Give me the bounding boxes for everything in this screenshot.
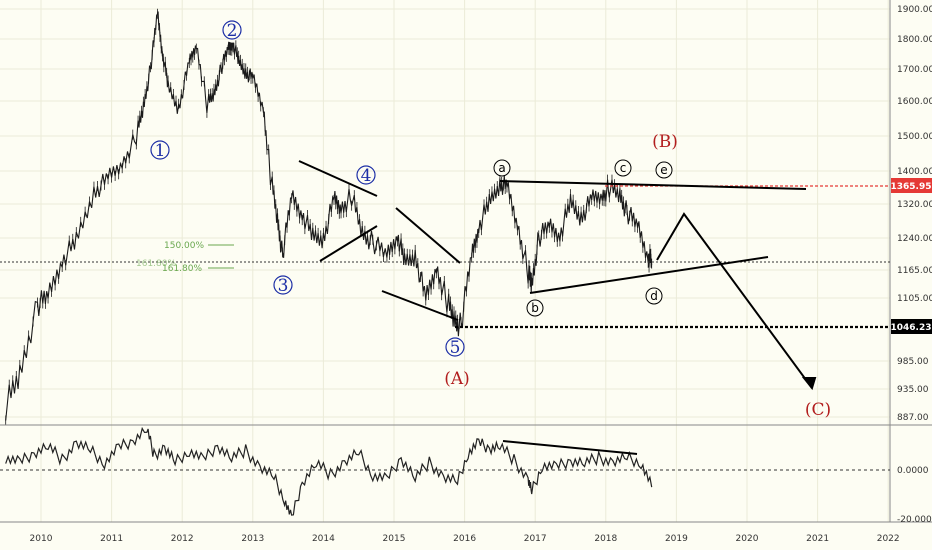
- time-tick-label: 2010: [30, 534, 53, 544]
- subwave-e-label: e: [660, 163, 667, 177]
- subwave-a-circle: [493, 159, 511, 177]
- corrective-wave-labels: (A) (B) (C): [444, 132, 831, 420]
- wave-5-circle: [445, 337, 465, 357]
- fib-label-150: 150.00%: [164, 241, 204, 251]
- time-tick-label: 2013: [241, 534, 264, 544]
- price-tick-label: 1900.00: [897, 5, 932, 15]
- price-tick-label: 1165.00: [897, 266, 932, 276]
- wave-C-label: (C): [805, 400, 831, 420]
- time-axis-ticks: 2010 2011 2012 2013 2014 2015 2016 2017 2018 2019…: [30, 534, 900, 544]
- wave-B-label: (B): [652, 132, 678, 152]
- price-tick-label: 935.00: [897, 385, 929, 395]
- price-tick-label: 1105.00: [897, 294, 932, 304]
- horizontal-gridlines: [0, 8, 890, 418]
- subwave-e-circle: [655, 161, 673, 179]
- wave-1-label: 1: [155, 141, 166, 161]
- wave-A-label: (A): [444, 369, 470, 389]
- price-tick-label: 1700.00: [897, 65, 932, 75]
- projection-arrowhead: [801, 377, 817, 391]
- time-tick-label: 2022: [877, 534, 900, 544]
- subwave-d-label: d: [650, 289, 658, 303]
- triangle-4-lower-line: [319, 225, 378, 262]
- fib-label-161: 161.80%: [162, 264, 202, 274]
- price-axis-ticks: 1900.00 1800.00 1700.00 1600.00 1500.00 1400.…: [897, 5, 932, 423]
- wave-2-circle: [222, 20, 242, 40]
- price-tick-label: 1320.00: [897, 200, 932, 210]
- resistance-price-tag-bg: [891, 178, 932, 193]
- time-tick-label: 2011: [100, 534, 123, 544]
- wave-4-circle: [356, 165, 376, 185]
- fibonacci-markers: 150.00% 161.80% 161.80%: [136, 241, 234, 274]
- price-tick-label: 887.00: [897, 413, 929, 423]
- price-tick-label: 1500.00: [897, 132, 932, 142]
- projection-path: [656, 212, 813, 389]
- oscillator-axis-ticks: 0.0000 -20.0000: [897, 466, 932, 525]
- subwave-labels: a b c d e: [493, 159, 673, 317]
- time-tick-label: 2015: [383, 534, 406, 544]
- support-price-tag-bg: [891, 319, 932, 334]
- time-tick-label: 2012: [171, 534, 194, 544]
- oscillator-line: [5, 426, 653, 516]
- wave-3-circle: [273, 275, 293, 295]
- wave-3-label: 3: [278, 276, 289, 296]
- triangle-b-upper-line: [499, 180, 807, 190]
- subwave-a-label: a: [498, 161, 505, 175]
- subwave-b-circle: [526, 299, 544, 317]
- wave-5-label: 5: [450, 338, 461, 358]
- triangle-4-upper-line: [298, 160, 378, 197]
- wedge-5-lower-line: [381, 290, 459, 321]
- price-tags: 1365.95 1046.23: [891, 178, 932, 334]
- subwave-c-circle: [614, 159, 632, 177]
- subwave-b-label: b: [531, 301, 539, 315]
- wave-4-label: 4: [361, 166, 372, 186]
- wedge-5-upper-line: [395, 207, 461, 264]
- support-price-tag: 1046.23: [891, 323, 932, 333]
- time-tick-label: 2016: [453, 534, 476, 544]
- oscillator-tick-label: 0.0000: [897, 466, 929, 476]
- vertical-gridlines: [40, 0, 889, 522]
- subwave-d-circle: [645, 287, 663, 305]
- time-tick-label: 2017: [524, 534, 547, 544]
- impulse-wave-labels: 1 2 3 4 5: [150, 20, 465, 358]
- fib-label-161-faded: 161.80%: [136, 259, 176, 269]
- oscillator-tick-label: -20.0000: [897, 515, 932, 525]
- price-tick-label: 1800.00: [897, 35, 932, 45]
- price-tick-label: 1400.00: [897, 167, 932, 177]
- price-series: [5, 8, 653, 426]
- resistance-price-tag: 1365.95: [891, 182, 932, 192]
- divergence-line: [502, 440, 638, 455]
- price-tick-label: 985.00: [897, 357, 929, 367]
- time-tick-label: 2020: [736, 534, 759, 544]
- time-tick-label: 2014: [312, 534, 335, 544]
- time-tick-label: 2019: [665, 534, 688, 544]
- price-tick-label: 1240.00: [897, 234, 932, 244]
- subwave-c-label: c: [620, 161, 627, 175]
- time-tick-label: 2018: [594, 534, 617, 544]
- oscillator-series: [5, 426, 653, 516]
- time-tick-label: 2021: [806, 534, 829, 544]
- trendlines: [298, 160, 817, 455]
- triangle-b-lower-line: [529, 256, 769, 294]
- price-tick-label: 1600.00: [897, 97, 932, 107]
- wave-2-label: 2: [227, 21, 238, 41]
- wave-1-circle: [150, 140, 170, 160]
